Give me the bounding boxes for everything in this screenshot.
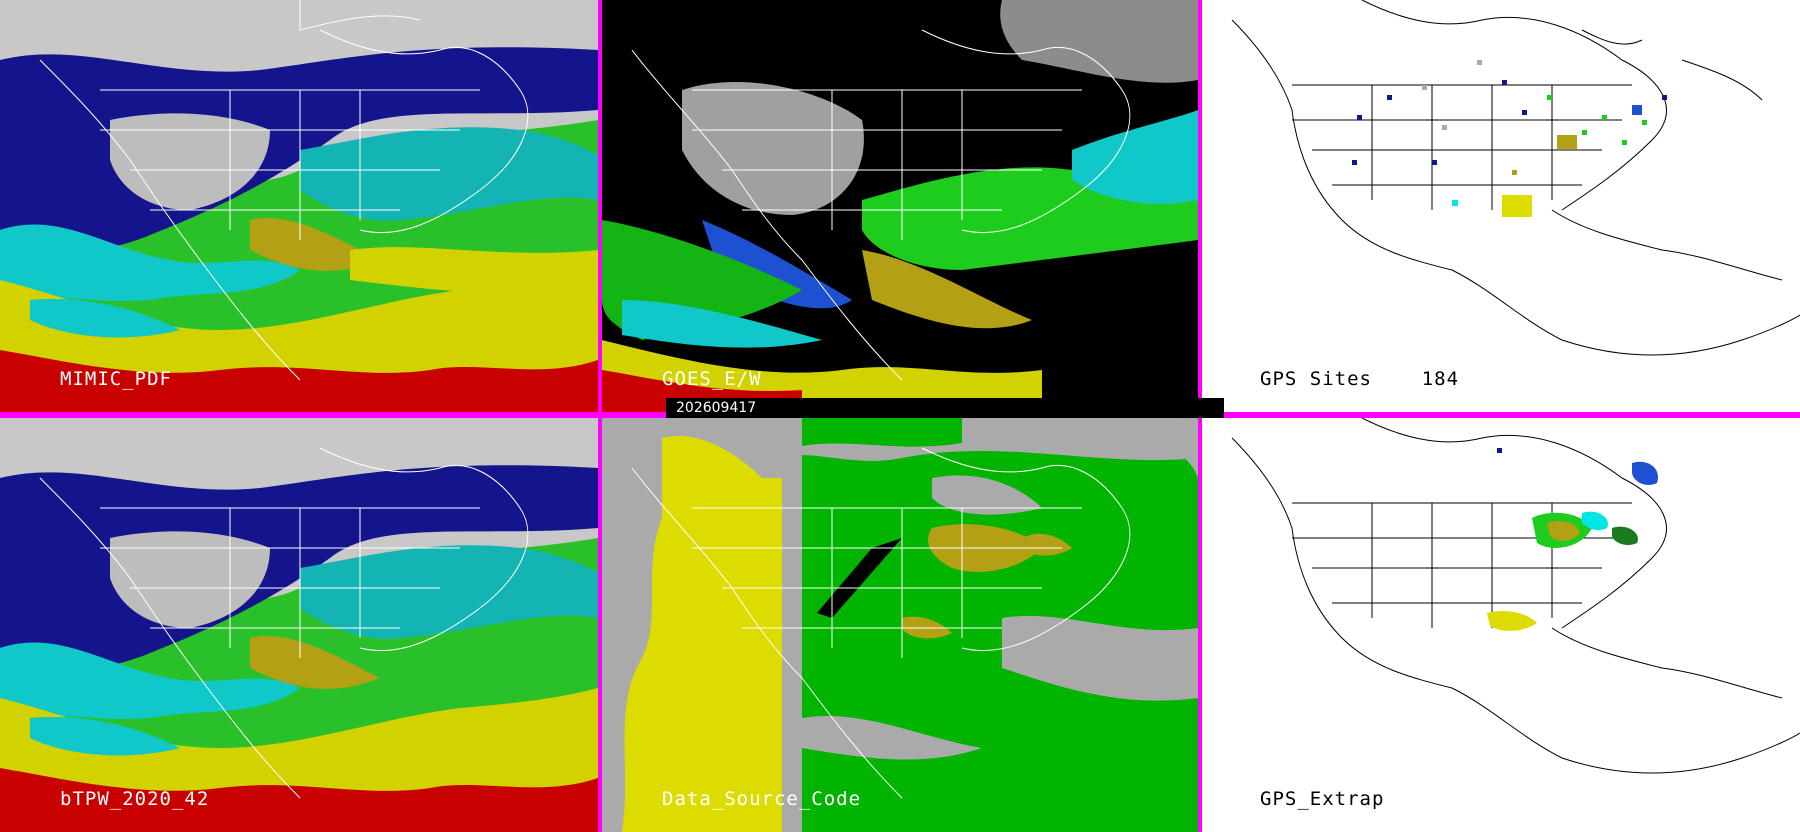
btpw-map <box>0 418 598 832</box>
panel-gps-extrap: GPS_Extrap <box>1202 418 1800 832</box>
goes-map <box>602 0 1198 412</box>
panel-label-mimic-pdf: MIMIC_PDF <box>60 368 172 390</box>
panel-goes: GOES_E/W <box>602 0 1198 412</box>
panel-gps-sites: GPS Sites 184 <box>1202 0 1800 412</box>
gps-sites-count: 184 <box>1421 368 1460 390</box>
panel-data-source: Data_Source_Code <box>602 418 1198 832</box>
panel-label-gps-sites: GPS Sites 184 <box>1260 368 1459 390</box>
gps-sites-map <box>1231 0 1800 356</box>
divider-vertical-left <box>598 0 602 832</box>
panel-mimic-pdf: MIMIC_PDF <box>0 0 598 412</box>
panel-label-gps-extrap: GPS_Extrap <box>1260 788 1385 810</box>
gps-sites-label: GPS Sites <box>1260 368 1372 390</box>
panel-btpw: bTPW_2020_42 <box>0 418 598 832</box>
mimic-pdf-map <box>0 0 598 412</box>
panel-label-goes: GOES_E/W <box>662 368 762 390</box>
timestamp-bar: 202609417 <box>666 398 1224 418</box>
panel-label-btpw: bTPW_2020_42 <box>60 788 210 810</box>
data-source-map <box>602 418 1198 832</box>
panel-label-data-source: Data_Source_Code <box>662 788 862 810</box>
gps-extrap-map <box>1231 418 1800 774</box>
